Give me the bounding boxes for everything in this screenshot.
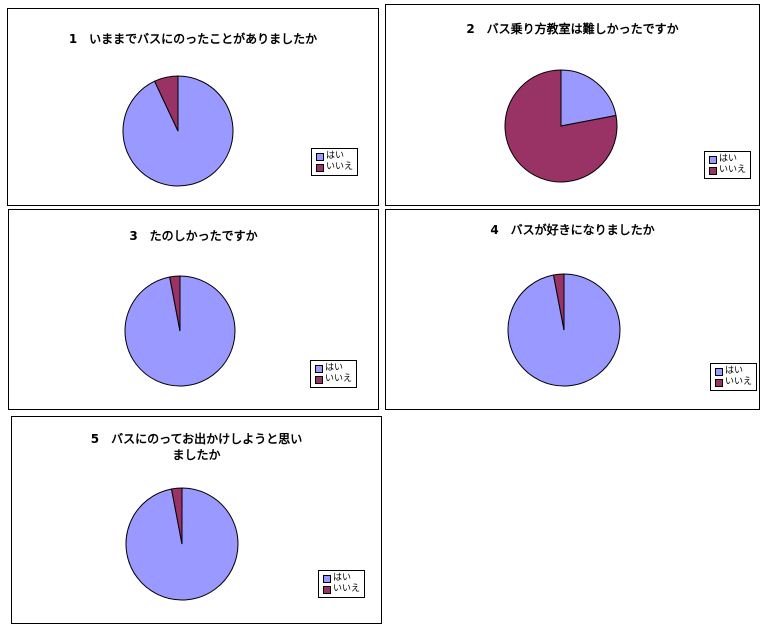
legend-3: はい いいえ [310,360,358,388]
legend-swatch-no [315,375,323,384]
legend-label-yes: はい [325,363,344,373]
legend-5: はい いいえ [318,570,366,598]
legend-swatch-yes [715,367,723,376]
legend-item-no: いいえ [316,162,353,173]
pie-slice-no [153,75,179,132]
legend-swatch-no [715,378,723,387]
legend-item-yes: はい [709,154,746,165]
legend-item-yes: はい [315,363,352,374]
legend-item-yes: はい [316,151,353,162]
pie-chart-5 [125,487,239,601]
legend-label-yes: はい [333,573,352,583]
legend-item-yes: はい [323,573,360,584]
pie-slice-no [552,273,565,331]
chart-panel-2: 2 バス乗り方教室は難しかったですか はい いいえ [385,4,760,206]
legend-label-no: いいえ [326,162,354,172]
pie-slice-no [170,487,183,545]
pie-chart-1 [122,75,234,187]
chart-title-5: 5 バスにのってお出かけしようと思い ましたか [90,432,303,462]
legend-swatch-no [316,163,324,172]
legend-swatch-no [709,166,717,175]
legend-2: はい いいえ [704,151,752,179]
legend-label-yes: はい [326,151,345,161]
legend-item-no: いいえ [315,374,352,385]
legend-item-no: いいえ [715,377,752,388]
legend-swatch-no [323,585,331,594]
legend-swatch-yes [323,574,331,583]
pie-slice-yes [560,69,617,127]
legend-label-no: いいえ [719,165,747,175]
legend-label-no: いいえ [333,584,361,594]
legend-item-yes: はい [715,366,752,377]
legend-4: はい いいえ [710,363,758,391]
chart-panel-5: 5 バスにのってお出かけしようと思い ましたか はい いいえ [11,416,382,624]
legend-label-yes: はい [719,154,738,164]
chart-title-4: 4 バスが好きになりましたか [490,223,655,237]
legend-swatch-yes [709,155,717,164]
pie-chart-2 [504,69,618,183]
legend-label-no: いいえ [325,374,353,384]
legend-1: はい いいえ [311,148,359,176]
pie-slice-no [169,275,181,332]
pie-chart-3 [124,275,236,387]
legend-swatch-yes [316,152,324,161]
legend-swatch-yes [315,364,323,373]
chart-title-3: 3 たのしかったですか [129,229,258,243]
legend-label-yes: はい [725,366,744,376]
legend-item-no: いいえ [709,165,746,176]
chart-panel-3: 3 たのしかったですか はい いいえ [8,209,379,410]
chart-title-2: 2 バス乗り方教室は難しかったですか [466,22,679,36]
legend-item-no: いいえ [323,584,360,595]
pie-chart-4 [507,273,621,387]
chart-panel-1: 1 いままでバスにのったことがありましたか はい いいえ [7,8,379,206]
legend-label-no: いいえ [725,377,753,387]
pie-slice-no [504,69,618,183]
chart-title-1: 1 いままでバスにのったことがありましたか [68,32,318,46]
chart-panel-4: 4 バスが好きになりましたか はい いいえ [385,209,760,410]
